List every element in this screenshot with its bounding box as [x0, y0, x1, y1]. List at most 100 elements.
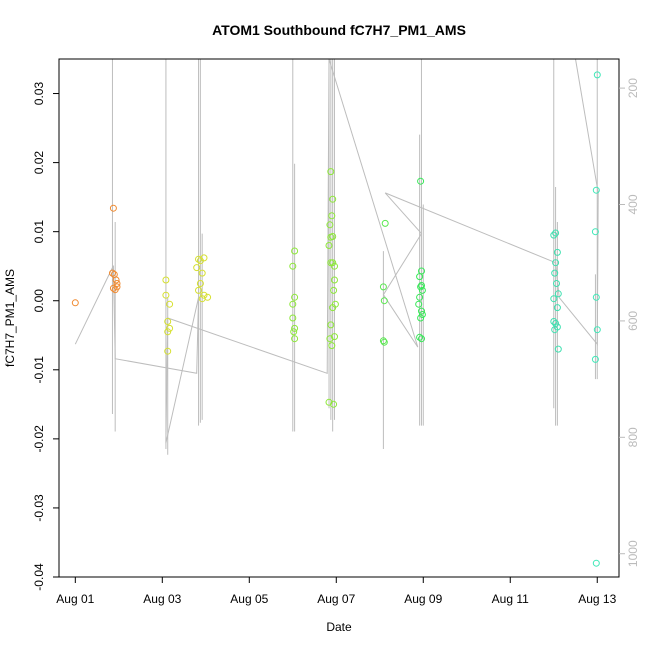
data-point-21	[196, 280, 204, 287]
data-point-65	[416, 293, 424, 301]
y2-tick-label-3: 800	[626, 427, 640, 447]
data-point-29	[289, 300, 297, 308]
data-point-46	[330, 286, 338, 294]
y-axis-label: fC7H7_PM1_AMS	[3, 269, 17, 367]
data-point-5	[113, 280, 121, 287]
y2-axis: 200 400 600 800 1000	[619, 78, 640, 567]
data-point-56	[380, 297, 388, 305]
x-tick-label-1: Aug 03	[143, 592, 181, 606]
data-point-75	[552, 259, 560, 267]
data-point-92	[592, 559, 600, 567]
data-point-61	[416, 273, 424, 281]
data-point-72	[552, 229, 560, 237]
data-point-18	[200, 254, 208, 262]
data-point-86	[593, 71, 601, 79]
data-point-54	[381, 219, 389, 227]
data-point-53	[330, 400, 338, 408]
x-tick-label-5: Aug 11	[492, 592, 529, 606]
data-point-23	[200, 291, 208, 299]
data-point-36	[329, 195, 337, 203]
points-layer	[71, 71, 601, 567]
chart-title: ATOM1 Southbound fC7H7_PM1_AMS	[212, 22, 466, 38]
data-point-15	[164, 347, 172, 355]
x-tick-label-6: Aug 13	[578, 592, 616, 606]
data-point-49	[327, 321, 335, 329]
x-axis-label: Date	[326, 620, 352, 634]
data-point-8	[113, 283, 121, 291]
data-point-11	[166, 300, 174, 308]
x-tick-label-4: Aug 09	[404, 592, 442, 606]
data-point-2	[109, 269, 116, 277]
track-layer	[74, 58, 599, 455]
x-tick-label-2: Aug 05	[230, 592, 268, 606]
data-point-26	[291, 247, 299, 255]
data-point-77	[553, 280, 560, 287]
data-point-40	[329, 233, 337, 240]
data-point-43	[329, 259, 337, 267]
data-point-62	[418, 282, 425, 289]
data-point-55	[379, 283, 387, 291]
plot-frame	[58, 58, 620, 578]
track-line	[74, 58, 599, 444]
data-point-48	[329, 304, 337, 312]
data-point-76	[551, 269, 559, 277]
data-point-25	[198, 295, 206, 303]
data-point-13	[164, 328, 172, 336]
y2-tick-label-2: 600	[626, 311, 640, 331]
y-tick-label-4: 0.00	[32, 289, 46, 313]
data-point-87	[592, 186, 600, 194]
data-point-67	[418, 307, 425, 315]
data-point-63	[417, 283, 425, 291]
data-point-33	[291, 335, 299, 343]
data-point-28	[291, 293, 299, 301]
data-point-44	[331, 262, 338, 270]
data-point-57	[379, 337, 387, 345]
y-axis: -0.04 -0.03 -0.02 -0.01 0.00 0.01 0.02 0.03	[32, 82, 59, 591]
data-point-85	[554, 345, 562, 353]
data-point-66	[415, 300, 423, 308]
data-point-90	[593, 326, 601, 334]
y2-tick-label-0: 200	[626, 78, 640, 98]
data-point-80	[553, 304, 561, 312]
data-point-9	[162, 276, 170, 284]
data-point-91	[591, 355, 599, 363]
data-point-27	[289, 262, 297, 270]
data-point-14	[166, 324, 174, 332]
x-axis: Aug 01 Aug 03 Aug 05 Aug 07 Aug 09 Aug 11 Aug …	[56, 576, 617, 606]
data-point-79	[550, 295, 558, 303]
y-tick-label-7: 0.03	[32, 82, 46, 106]
data-point-81	[550, 318, 558, 325]
data-point-37	[328, 212, 336, 220]
y-tick-label-0: -0.04	[32, 563, 46, 591]
data-point-10	[162, 291, 170, 299]
y-tick-label-3: -0.01	[32, 356, 46, 384]
x-tick-label-0: Aug 01	[56, 592, 94, 606]
data-point-64	[418, 286, 426, 294]
data-point-22	[195, 286, 202, 294]
data-point-41	[325, 242, 333, 249]
y-tick-label-2: -0.02	[32, 425, 46, 453]
data-point-45	[331, 276, 338, 284]
data-point-89	[592, 293, 600, 301]
data-point-52	[328, 342, 336, 350]
x-tick-label-3: Aug 07	[317, 592, 355, 606]
y-tick-label-5: 0.01	[32, 220, 46, 244]
data-point-4	[112, 276, 120, 284]
y-tick-label-6: 0.02	[32, 151, 46, 175]
y-tick-label-1: -0.03	[32, 494, 46, 522]
data-point-1	[109, 204, 117, 212]
data-point-58	[380, 338, 388, 346]
data-point-88	[591, 228, 599, 236]
data-point-6	[109, 284, 117, 292]
data-point-12	[164, 318, 172, 325]
data-point-51	[326, 335, 334, 343]
data-point-20	[198, 269, 206, 277]
data-point-35	[327, 168, 335, 176]
data-point-70	[416, 333, 424, 341]
data-point-38	[326, 221, 334, 229]
data-point-19	[193, 264, 201, 272]
data-point-59	[417, 177, 425, 185]
data-point-73	[550, 231, 558, 239]
data-point-74	[553, 248, 561, 256]
